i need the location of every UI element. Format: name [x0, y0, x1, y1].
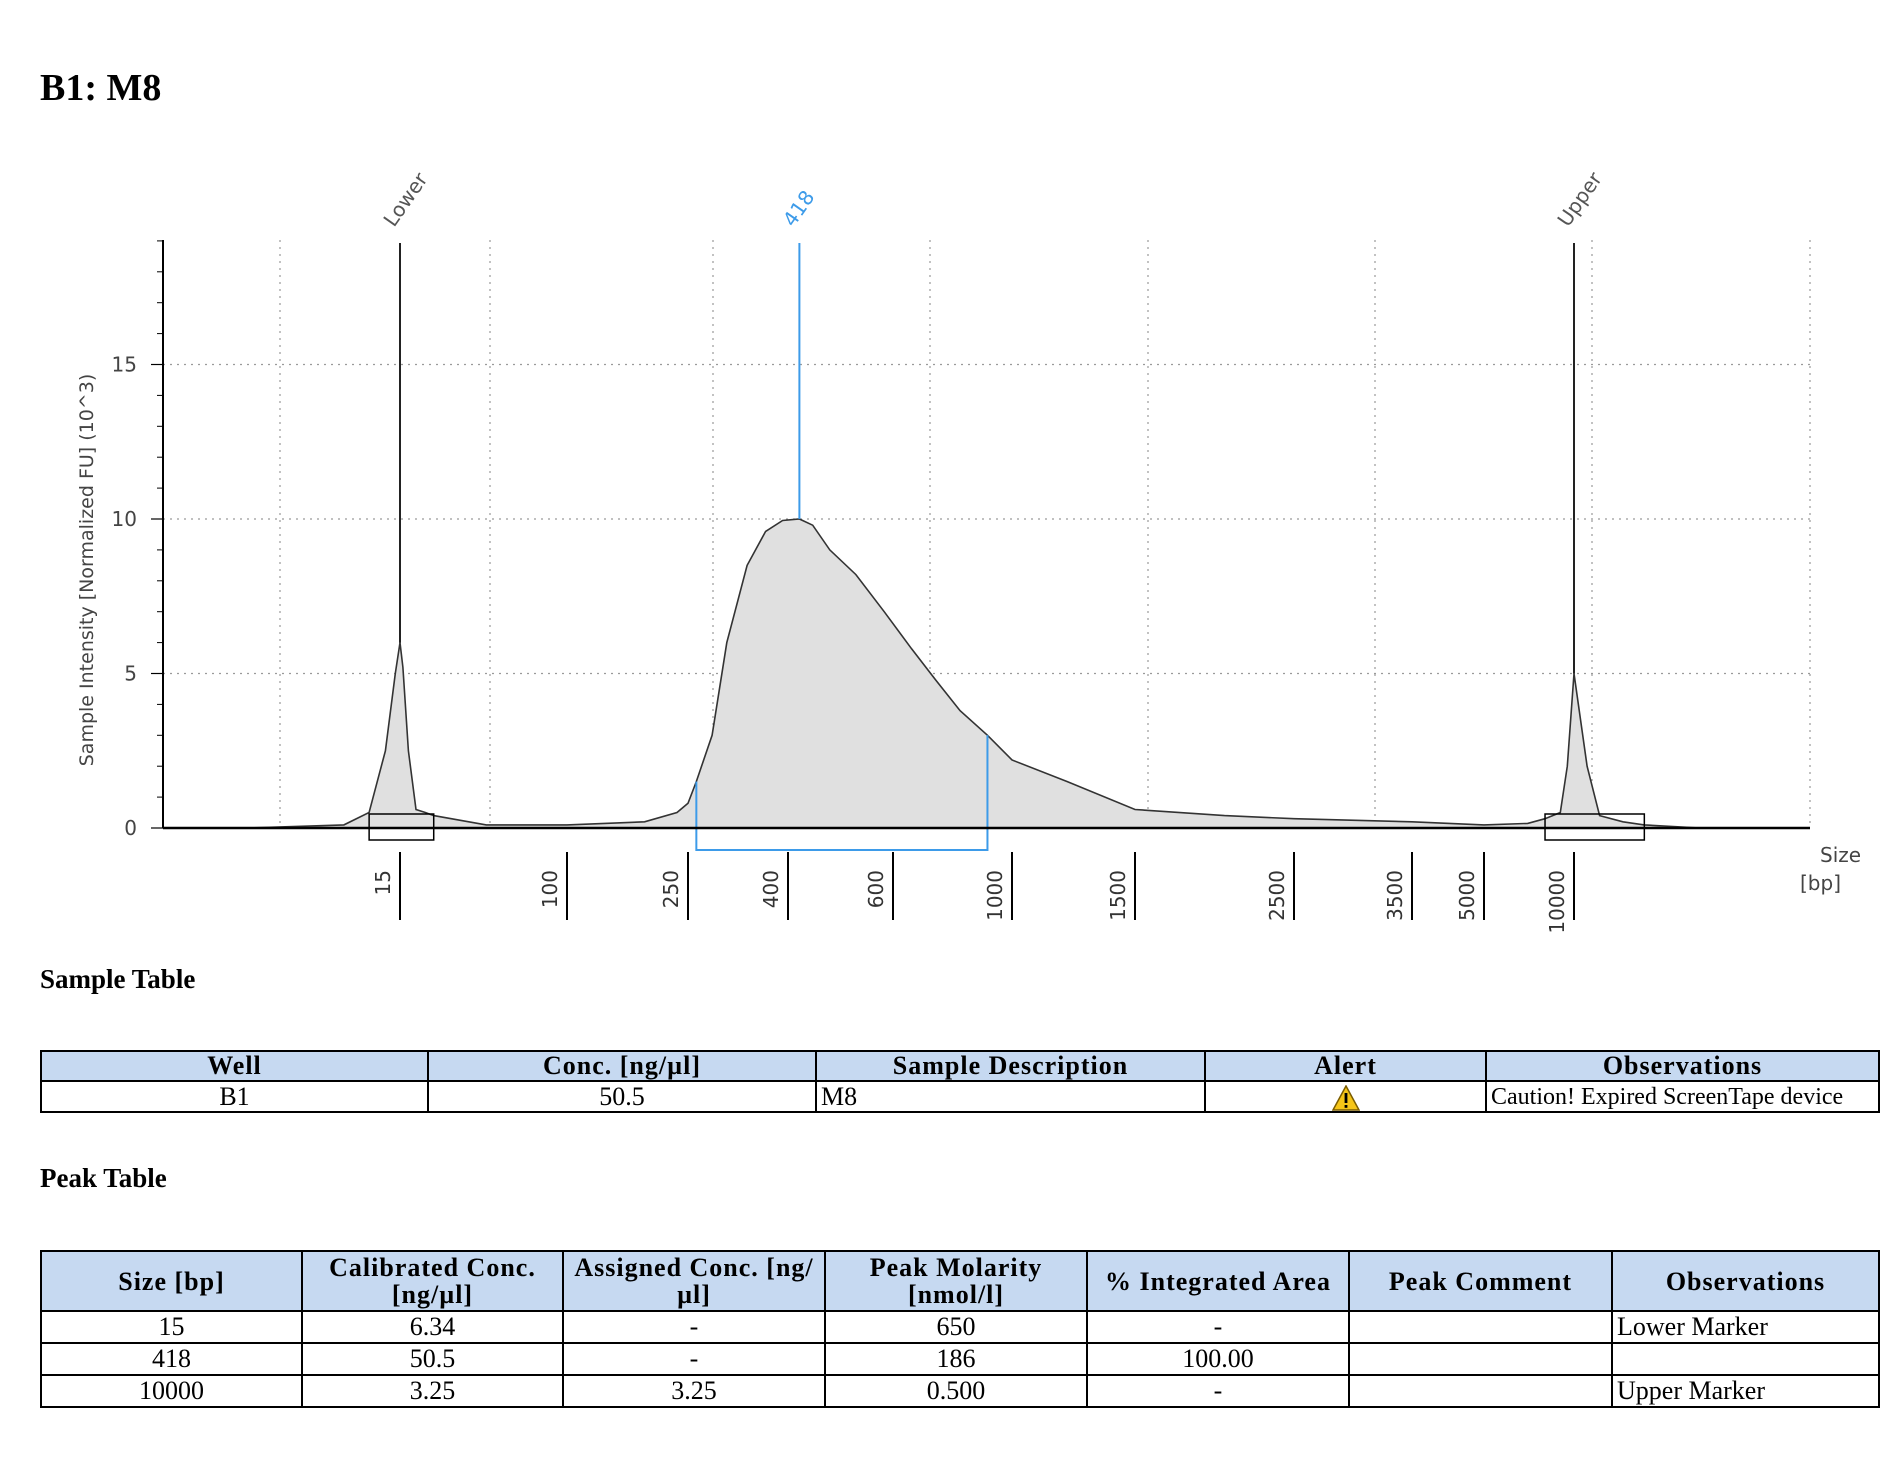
molarity-cell: 186 — [824, 1342, 1088, 1376]
peak-comment-cell — [1348, 1374, 1613, 1408]
y-tick-label: 0 — [124, 816, 137, 840]
molarity-cell: 0.500 — [824, 1374, 1088, 1408]
x-tick-label: 2500 — [1265, 870, 1289, 921]
x-tick-label: 1000 — [983, 870, 1007, 921]
table-row: B1 50.5 M8 Caution! Expired ScreenTape d… — [40, 1079, 1880, 1114]
sample-table-title: Sample Table — [40, 964, 196, 994]
peak-label: Lower — [378, 167, 432, 230]
x-tick-label: 15 — [371, 870, 395, 895]
warning-icon — [1331, 1085, 1360, 1111]
x-axis-label: Size — [1820, 843, 1861, 867]
size-cell: 15 — [40, 1310, 303, 1344]
y-tick-label: 15 — [112, 353, 137, 377]
column-header: % Integrated Area — [1086, 1250, 1350, 1312]
y-tick-label: 5 — [124, 662, 137, 686]
assigned-conc-cell: 3.25 — [562, 1374, 826, 1408]
x-tick-label: 10000 — [1545, 870, 1569, 934]
peak-comment-cell — [1348, 1342, 1613, 1376]
table-row: 15 6.34 - 650 - Lower Marker — [40, 1310, 1880, 1344]
column-header: Observations — [1485, 1050, 1880, 1082]
chart-axes: 0 5 10 15 15 100 250 400 600 1000 1500 2500 3500 5000… — [112, 240, 1810, 934]
y-tick-label: 10 — [112, 507, 137, 531]
peak-table-header: Size [bp] Calibrated Conc. [ng/µl] Assig… — [40, 1250, 1880, 1312]
y-axis-label: Sample Intensity [Normalized FU] (10^3) — [76, 374, 98, 767]
x-axis-unit: [bp] — [1800, 871, 1841, 895]
sample-table-header: Well Conc. [ng/µl] Sample Description Al… — [40, 1050, 1880, 1082]
peak-table: Size [bp] Calibrated Conc. [ng/µl] Assig… — [40, 1250, 1880, 1408]
assigned-conc-cell: - — [562, 1342, 826, 1376]
column-header: Alert — [1204, 1050, 1487, 1082]
description-cell: M8 — [815, 1079, 1206, 1114]
column-header: Calibrated Conc. [ng/µl] — [301, 1250, 564, 1312]
size-cell: 418 — [40, 1342, 303, 1376]
region-bracket — [695, 735, 989, 851]
table-row: 10000 3.25 3.25 0.500 - Upper Marker — [40, 1374, 1880, 1408]
page-title: B1: M8 — [40, 67, 162, 109]
molarity-cell: 650 — [824, 1310, 1088, 1344]
observations-cell: Upper Marker — [1611, 1374, 1880, 1408]
assigned-conc-cell: - — [562, 1310, 826, 1344]
well-cell: B1 — [40, 1079, 429, 1114]
peak-table-title: Peak Table — [40, 1163, 167, 1193]
column-header: Conc. [ng/µl] — [427, 1050, 817, 1082]
column-header: Peak Comment — [1348, 1250, 1613, 1312]
integrated-area-cell: - — [1086, 1374, 1350, 1408]
table-row: 418 50.5 - 186 100.00 — [40, 1342, 1880, 1376]
alert-cell — [1204, 1079, 1487, 1114]
calibrated-conc-cell: 50.5 — [301, 1342, 564, 1376]
peak-label: Upper — [1552, 167, 1607, 231]
x-tick-label: 3500 — [1383, 870, 1407, 921]
trace-area — [248, 519, 1700, 828]
x-tick-label: 600 — [864, 870, 888, 908]
column-header: Assigned Conc. [ng/µl] — [562, 1250, 826, 1312]
sample-table: Well Conc. [ng/µl] Sample Description Al… — [40, 1050, 1880, 1114]
x-tick-label: 250 — [659, 870, 683, 908]
x-tick-label: 5000 — [1455, 870, 1479, 921]
calibrated-conc-cell: 6.34 — [301, 1310, 564, 1344]
column-header: Size [bp] — [40, 1250, 303, 1312]
peak-label: 418 — [778, 186, 820, 231]
integrated-area-cell: 100.00 — [1086, 1342, 1350, 1376]
x-tick-label: 100 — [538, 870, 562, 908]
observations-cell — [1611, 1342, 1880, 1376]
column-header: Sample Description — [815, 1050, 1206, 1082]
observations-cell: Caution! Expired ScreenTape device — [1485, 1079, 1880, 1114]
peak-markers: Lower 418 Upper — [368, 167, 1646, 851]
x-tick-label: 400 — [759, 870, 783, 908]
observations-cell: Lower Marker — [1611, 1310, 1880, 1344]
column-header: Observations — [1611, 1250, 1880, 1312]
electropherogram-chart: Lower 418 Upper 0 5 10 15 15 100 250 400 600 1000 15… — [76, 167, 1861, 934]
conc-cell: 50.5 — [427, 1079, 817, 1114]
integrated-area-cell: - — [1086, 1310, 1350, 1344]
column-header: Well — [40, 1050, 429, 1082]
peak-comment-cell — [1348, 1310, 1613, 1344]
size-cell: 10000 — [40, 1374, 303, 1408]
column-header: Peak Molarity [nmol/l] — [824, 1250, 1088, 1312]
x-tick-label: 1500 — [1106, 870, 1130, 921]
calibrated-conc-cell: 3.25 — [301, 1374, 564, 1408]
trace-line — [247, 518, 1701, 829]
chart-grid — [163, 240, 1811, 828]
